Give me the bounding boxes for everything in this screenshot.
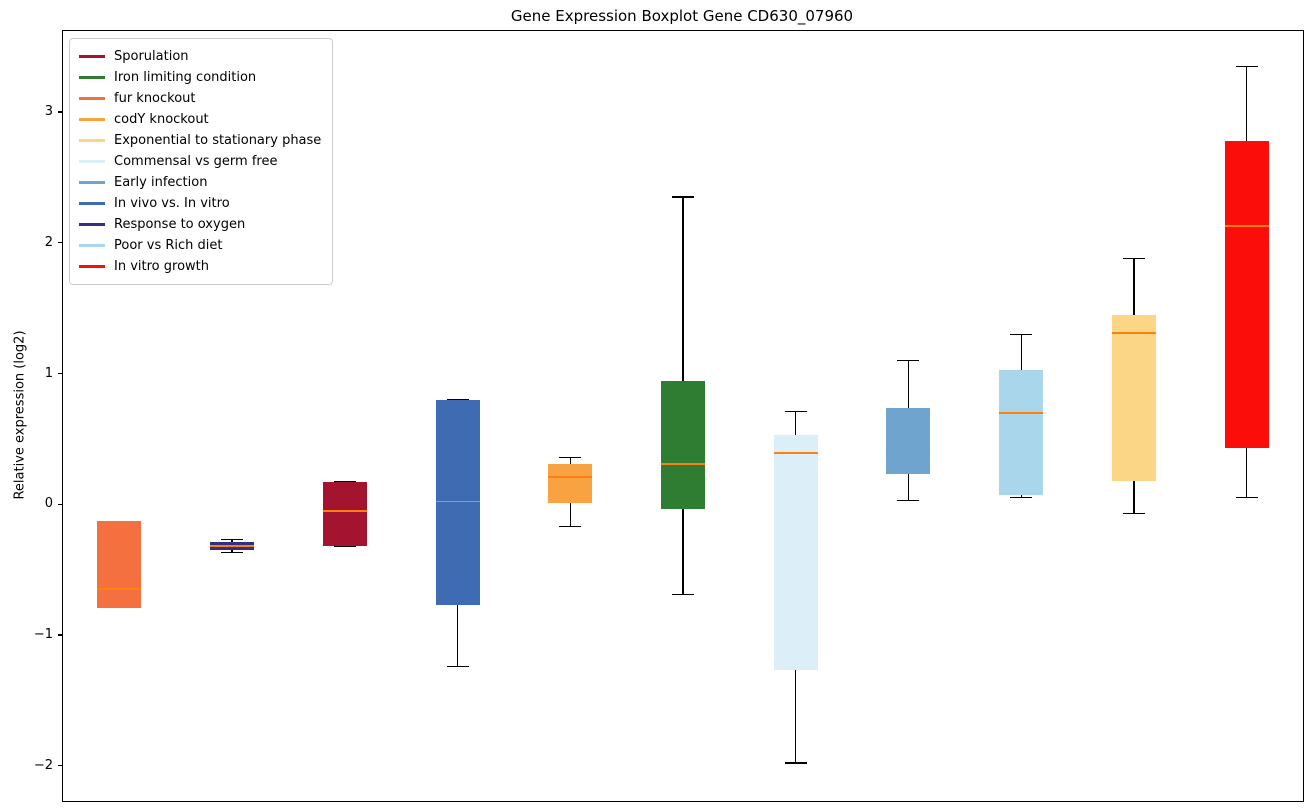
y-tick-label: −1 [33, 626, 53, 642]
legend-label: Iron limiting condition [114, 70, 257, 85]
y-tick-mark [58, 242, 62, 244]
median-line [322, 509, 367, 512]
whisker-cap [108, 520, 131, 522]
boxplot-box [97, 521, 142, 608]
legend-swatch [79, 118, 105, 121]
y-tick-label: 2 [44, 234, 53, 250]
boxplot-box [1224, 140, 1269, 449]
legend-swatch [79, 181, 105, 184]
legend-label: codY knockout [114, 112, 209, 127]
boxplot-box [322, 482, 367, 547]
legend-label: Poor vs Rich diet [114, 238, 223, 253]
legend-swatch [79, 160, 105, 163]
whisker-cap [784, 410, 807, 413]
y-tick-mark [58, 634, 62, 636]
median-line [999, 411, 1044, 414]
legend-swatch [79, 139, 105, 142]
legend-item: Early infection [79, 172, 321, 193]
legend-item: Commensal vs germ free [79, 151, 321, 172]
y-tick-mark [58, 372, 62, 375]
y-tick-label: 0 [44, 496, 53, 512]
median-line [548, 475, 593, 478]
legend-label: Sporulation [114, 49, 189, 64]
y-tick-label: 1 [44, 365, 53, 381]
chart-title: Gene Expression Boxplot Gene CD630_07960 [510, 7, 854, 25]
y-tick-mark [58, 765, 62, 767]
legend-item: fur knockout [79, 88, 321, 109]
plot-area: Sporulation Iron limiting condition fur kn… [34, 30, 1304, 802]
legend-label: Commensal vs germ free [114, 154, 278, 169]
whisker-cap [1122, 512, 1145, 515]
legend-label: fur knockout [114, 91, 196, 106]
legend-item: Response to oxygen [79, 214, 321, 235]
legend-label: In vitro growth [114, 259, 209, 274]
whisker-cap [446, 665, 469, 667]
median-line [97, 588, 142, 590]
median-line [435, 500, 480, 503]
y-axis-label: Relative expression (log2) [12, 330, 28, 500]
legend: Sporulation Iron limiting condition fur kn… [69, 38, 334, 285]
median-line [1224, 224, 1269, 227]
whisker-cap [672, 196, 694, 198]
median-line [1111, 332, 1156, 334]
legend-item: In vitro growth [79, 256, 321, 277]
legend-item: codY knockout [79, 109, 321, 130]
legend-swatch [79, 76, 105, 79]
legend-swatch [79, 97, 105, 100]
whisker-cap [1235, 65, 1258, 67]
legend-item: Sporulation [79, 46, 321, 67]
whisker-cap [559, 456, 582, 458]
y-tick-mark [58, 503, 62, 505]
whisker-cap [221, 538, 244, 541]
boxplot-box [999, 369, 1044, 496]
legend-label: Response to oxygen [114, 217, 246, 232]
whisker-cap [672, 593, 694, 596]
legend-swatch [79, 244, 105, 247]
whisker-cap [333, 481, 356, 483]
whisker-cap [1010, 333, 1033, 335]
whisker-cap [897, 499, 920, 501]
whisker-cap [446, 399, 469, 401]
y-tick-mark [58, 111, 62, 113]
median-line [210, 545, 255, 547]
legend-label: Early infection [114, 175, 208, 190]
whisker-cap [897, 359, 920, 362]
whisker-cap [784, 762, 807, 764]
whisker-cap [559, 525, 582, 528]
legend-item: Poor vs Rich diet [79, 235, 321, 256]
legend-item: Iron limiting condition [79, 67, 321, 88]
legend-swatch [79, 265, 105, 268]
median-line [886, 448, 931, 451]
legend-item: Exponential to stationary phase [79, 130, 321, 151]
boxplot-box [773, 434, 818, 671]
whisker-cap [221, 551, 244, 554]
legend-swatch [79, 223, 105, 226]
boxplot-box [661, 381, 705, 510]
whisker-cap [1235, 497, 1258, 499]
legend-item: In vivo vs. In vitro [79, 193, 321, 214]
legend-swatch [79, 55, 105, 58]
legend-label: Exponential to stationary phase [114, 133, 322, 148]
boxplot-box [1111, 314, 1156, 481]
legend-swatch [79, 202, 105, 205]
boxplot-box [886, 407, 931, 475]
y-tick-label: 3 [44, 104, 53, 120]
legend-label: In vivo vs. In vitro [114, 196, 230, 211]
whisker-cap [1122, 257, 1145, 260]
median-line [661, 462, 705, 465]
median-line [773, 452, 818, 455]
boxplot-box [548, 463, 593, 503]
whisker-cap [333, 545, 356, 547]
y-tick-label: −2 [33, 757, 53, 773]
whisker-cap [1010, 497, 1033, 499]
